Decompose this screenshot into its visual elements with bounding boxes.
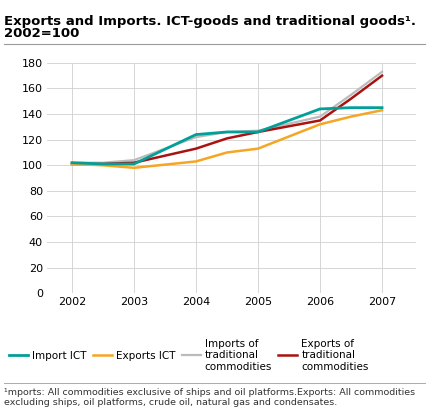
Text: Exports and Imports. ICT-goods and traditional goods¹.: Exports and Imports. ICT-goods and tradi…	[4, 15, 416, 28]
Text: ¹mports: All commodities exclusive of ships and oil platforms.Exports: All commo: ¹mports: All commodities exclusive of sh…	[4, 388, 415, 407]
Text: 2002=100: 2002=100	[4, 27, 80, 40]
Legend: Import ICT, Exports ICT, Imports of
traditional
commodities, Exports of
traditio: Import ICT, Exports ICT, Imports of trad…	[9, 339, 369, 372]
